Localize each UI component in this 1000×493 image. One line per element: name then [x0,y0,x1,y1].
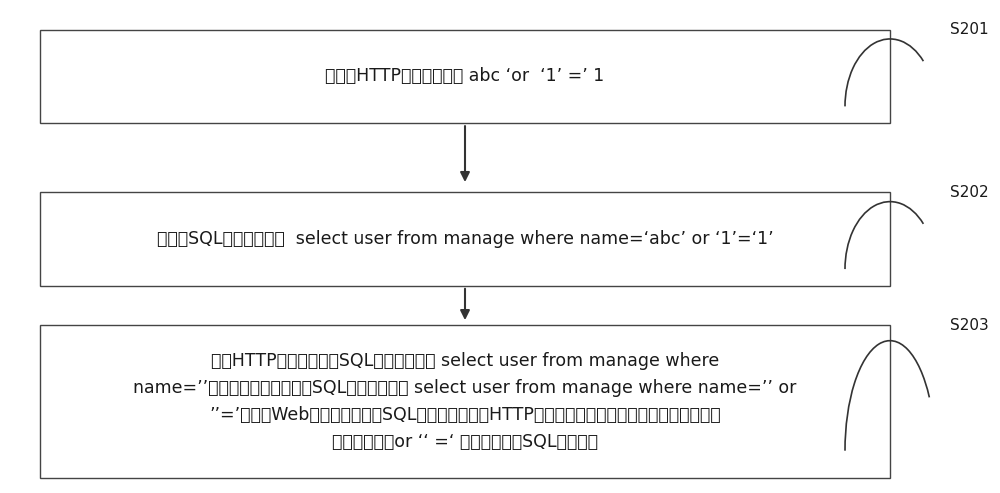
FancyBboxPatch shape [40,30,890,123]
Text: S202: S202 [950,185,989,200]
FancyBboxPatch shape [40,192,890,286]
FancyBboxPatch shape [40,325,890,478]
Text: S201: S201 [950,22,989,37]
Text: 去掉HTTP请求参数后的SQL执行语句为： select user from manage where
name=’’，格式化词法结构后的SQL执行语句为： s: 去掉HTTP请求参数后的SQL执行语句为： select user from m… [133,352,797,452]
Text: 获取到SQL执行语句为：  select user from manage where name=‘abc’ or ‘1’=‘1’: 获取到SQL执行语句为： select user from manage whe… [157,230,773,248]
Text: 获取到HTTP请求参数为： abc ‘or  ‘1’ =’ 1: 获取到HTTP请求参数为： abc ‘or ‘1’ =’ 1 [325,68,605,85]
Text: S203: S203 [950,318,989,333]
